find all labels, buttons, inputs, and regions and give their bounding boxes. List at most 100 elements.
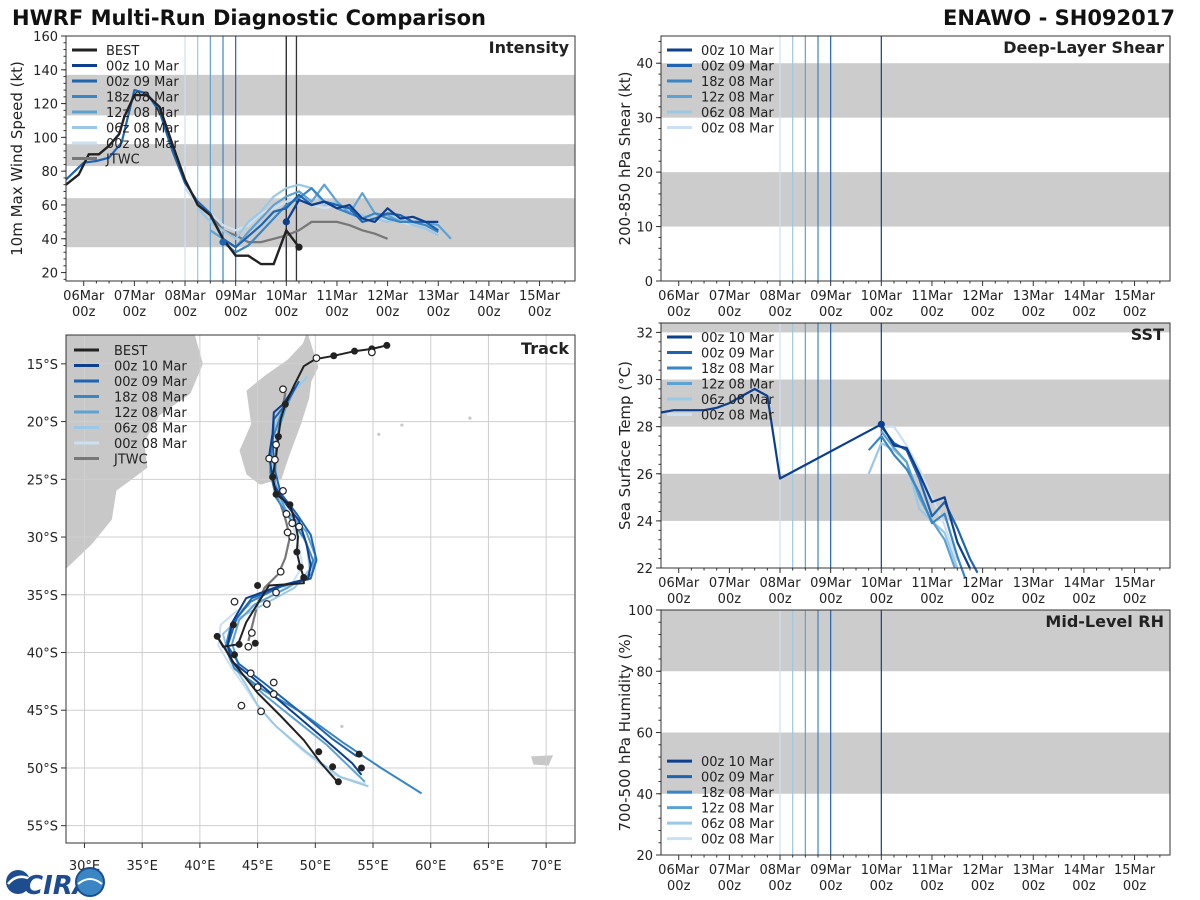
- track-frame: [65, 334, 576, 844]
- intensity-marker-dot: [295, 243, 303, 251]
- rh-shade-band: [661, 732, 1170, 794]
- sst-xtick-date: 08Mar: [759, 576, 801, 591]
- rh-legend-label: 00z 08 Mar: [701, 833, 774, 848]
- intensity-ytick-label: 40: [41, 233, 58, 248]
- shear-legend-label: 06z 08 Mar: [701, 106, 774, 121]
- track-legend-label: 06z 08 Mar: [114, 422, 187, 437]
- sst-xtick-date: 11Mar: [911, 576, 953, 591]
- track-xtick-label: 55°E: [357, 859, 388, 874]
- intensity-legend-label: 00z 09 Mar: [106, 75, 179, 90]
- sst-ylabel: Sea Surface Temp (°C): [616, 361, 634, 530]
- track-ytick-label: 45°S: [27, 704, 58, 719]
- intensity-ylabel: 10m Max Wind Speed (kt): [8, 61, 26, 256]
- track-position-open-dot: [246, 669, 255, 678]
- track-xtick-label: 65°E: [473, 859, 504, 874]
- shear-legend-label: 00z 10 Mar: [701, 44, 774, 59]
- track-position-open-dot: [283, 528, 292, 537]
- rh-xtick-hour: 00z: [1123, 879, 1147, 894]
- shear-legend-label: 12z 08 Mar: [701, 91, 774, 106]
- rh-shade-band: [661, 610, 1170, 672]
- sst-xtick-hour: 00z: [1072, 592, 1096, 607]
- rh-xtick-date: 07Mar: [709, 863, 751, 878]
- intensity-ytick-label: 60: [41, 199, 58, 214]
- track-best-dot: [293, 548, 301, 556]
- sst-xtick-hour: 00z: [920, 592, 944, 607]
- shear-shade-band: [661, 172, 1170, 227]
- track-position-open-dot: [312, 354, 321, 362]
- track-best-dot: [281, 400, 289, 408]
- track-best-dot: [274, 433, 282, 441]
- shear-xtick-hour: 00z: [667, 305, 691, 320]
- sst-ytick-label: 26: [636, 468, 653, 483]
- track-position-open-dot: [269, 678, 278, 687]
- track-xtick-label: 45°E: [242, 859, 273, 874]
- track-title: Track: [521, 339, 569, 358]
- intensity-xtick-date: 07Mar: [114, 289, 156, 304]
- sst-ytick-label: 22: [636, 562, 653, 577]
- track-ytick-label: 40°S: [27, 647, 58, 662]
- track-legend-label: JTWC: [113, 453, 148, 468]
- sst-marker-dot: [877, 420, 885, 428]
- track-best-dot: [315, 748, 323, 756]
- small-island: [377, 432, 381, 436]
- track-best-line: [216, 344, 388, 784]
- figure-title-left: HWRF Multi-Run Diagnostic Comparison: [12, 6, 486, 30]
- track-position-open-dot: [282, 510, 291, 518]
- rh-xtick-date: 13Mar: [1013, 863, 1055, 878]
- shear-xtick-hour: 00z: [1022, 305, 1046, 320]
- small-island: [400, 423, 404, 427]
- track-ytick-label: 55°S: [27, 820, 58, 835]
- sst-xtick-hour: 00z: [971, 592, 995, 607]
- track-legend-label: 00z 09 Mar: [114, 375, 187, 390]
- rh-xtick-hour: 00z: [819, 879, 843, 894]
- sst-xtick-date: 15Mar: [1114, 576, 1156, 591]
- track-position-open-dot: [367, 348, 376, 357]
- intensity-ytick-label: 100: [33, 131, 58, 146]
- sst-xtick-hour: 00z: [819, 592, 843, 607]
- intensity-ytick-label: 140: [33, 64, 58, 79]
- shear-xtick-date: 10Mar: [861, 289, 903, 304]
- kerguelen-island: [531, 755, 554, 766]
- track-legend-label: BEST: [114, 344, 147, 359]
- track-best-dot: [355, 750, 363, 758]
- rh-legend-label: 18z 08 Mar: [701, 786, 774, 801]
- sst-legend-label: 00z 09 Mar: [701, 347, 774, 362]
- intensity-xtick-hour: 00z: [528, 305, 552, 320]
- sst-ytick-label: 28: [636, 421, 653, 436]
- sst-title: SST: [1131, 325, 1164, 344]
- track-best-dot: [329, 763, 337, 771]
- intensity-run-line-0: [285, 198, 439, 223]
- intensity-xtick-date: 14Mar: [468, 289, 510, 304]
- shear-legend-label: 18z 08 Mar: [701, 75, 774, 90]
- intensity-ytick-label: 20: [41, 267, 58, 282]
- intensity-plot-frame: [65, 35, 576, 282]
- sst-ytick-label: 24: [636, 515, 653, 530]
- sst-xtick-date: 09Mar: [810, 576, 852, 591]
- shear-xtick-hour: 00z: [1123, 305, 1147, 320]
- sst-legend-label: 00z 10 Mar: [701, 331, 774, 346]
- rh-xtick-date: 14Mar: [1063, 863, 1105, 878]
- intensity-ytick-label: 160: [33, 30, 58, 45]
- rh-ytick-label: 80: [636, 665, 653, 680]
- intensity-xtick-hour: 00z: [72, 305, 96, 320]
- madagascar-landmass: [238, 335, 320, 486]
- intensity-xtick-hour: 00z: [325, 305, 349, 320]
- track-map-area: [66, 335, 575, 843]
- track-legend-label: 12z 08 Mar: [114, 406, 187, 421]
- shear-xtick-hour: 00z: [819, 305, 843, 320]
- shear-xtick-hour: 00z: [718, 305, 742, 320]
- track-position-open-dot: [288, 533, 297, 541]
- track-ytick-label: 30°S: [27, 531, 58, 546]
- shear-legend-label: 00z 09 Mar: [701, 60, 774, 75]
- track-best-dot: [330, 352, 338, 360]
- intensity-legend-label: 12z 08 Mar: [106, 106, 179, 121]
- track-position-open-dot: [247, 628, 256, 637]
- track-legend-label: 00z 08 Mar: [114, 437, 187, 452]
- track-best-dot: [296, 563, 304, 571]
- shear-xtick-date: 13Mar: [1013, 289, 1055, 304]
- sst-run-line-0: [660, 387, 971, 569]
- sst-xtick-date: 10Mar: [861, 576, 903, 591]
- intensity-xtick-date: 08Mar: [164, 289, 206, 304]
- figure-title-right: ENAWO - SH092017: [943, 6, 1175, 30]
- sst-legend-label: 06z 08 Mar: [701, 393, 774, 408]
